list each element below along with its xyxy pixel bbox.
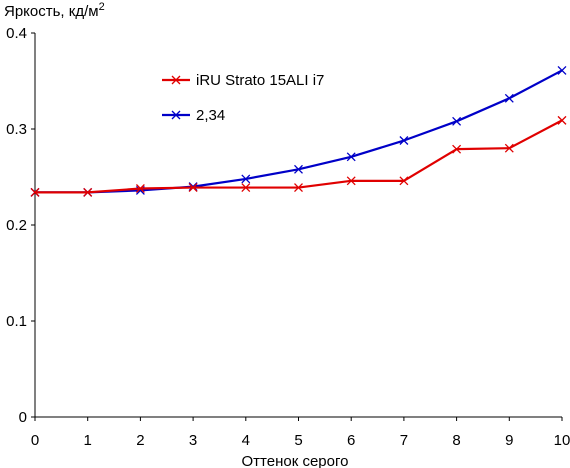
x-tick-label: 2 [136,432,144,449]
data-point [399,176,409,186]
data-point [294,183,303,193]
legend-item-1: iRU Strato 15ALI i7 [162,72,324,89]
data-point [294,164,303,174]
y-tick-label: 0.3 [6,121,27,138]
data-point [557,65,567,75]
x-axis-ticks: 0 1 2 3 4 5 6 7 8 9 10 [31,417,570,449]
y-tick-label: 0.4 [6,25,27,42]
legend: iRU Strato 15ALI i7 2,34 [162,72,324,124]
x-tick-label: 9 [505,432,513,449]
legend-marker [171,75,181,85]
y-tick-label: 0 [19,409,27,426]
x-tick-label: 8 [452,432,460,449]
legend-marker [171,110,181,120]
series-line [35,119,563,194]
data-point [135,184,145,193]
legend-item-2: 2,34 [162,107,225,124]
data-point [452,116,462,126]
x-tick-label: 6 [347,432,355,449]
series-layer [30,65,567,197]
data-point [504,143,514,153]
data-point [504,93,514,103]
data-point [241,174,251,184]
x-tick-label: 10 [554,432,570,449]
y-tick-label: 0.2 [6,217,27,234]
y-axis-ticks: 0 0.1 0.2 0.3 0.4 [6,25,35,426]
data-point [30,187,40,197]
legend-label: iRU Strato 15ALI i7 [196,72,324,89]
data-point [557,115,567,125]
data-point [346,176,356,186]
x-tick-label: 4 [242,432,250,449]
data-point [452,144,462,154]
y-axis-label: Яркость, кд/м2 [4,1,105,20]
x-tick-label: 0 [31,432,39,449]
y-tick-label: 0.1 [6,313,27,330]
x-tick-label: 7 [400,432,408,449]
legend-label: 2,34 [196,107,225,124]
data-point [399,136,409,145]
data-point [346,152,356,162]
x-axis-label: Оттенок серого [242,453,349,468]
data-point [83,187,93,197]
x-tick-label: 1 [84,432,92,449]
data-point [188,183,198,193]
data-point [241,183,251,193]
x-tick-label: 3 [189,432,197,449]
series-1 [30,115,567,197]
x-tick-label: 5 [294,432,302,449]
